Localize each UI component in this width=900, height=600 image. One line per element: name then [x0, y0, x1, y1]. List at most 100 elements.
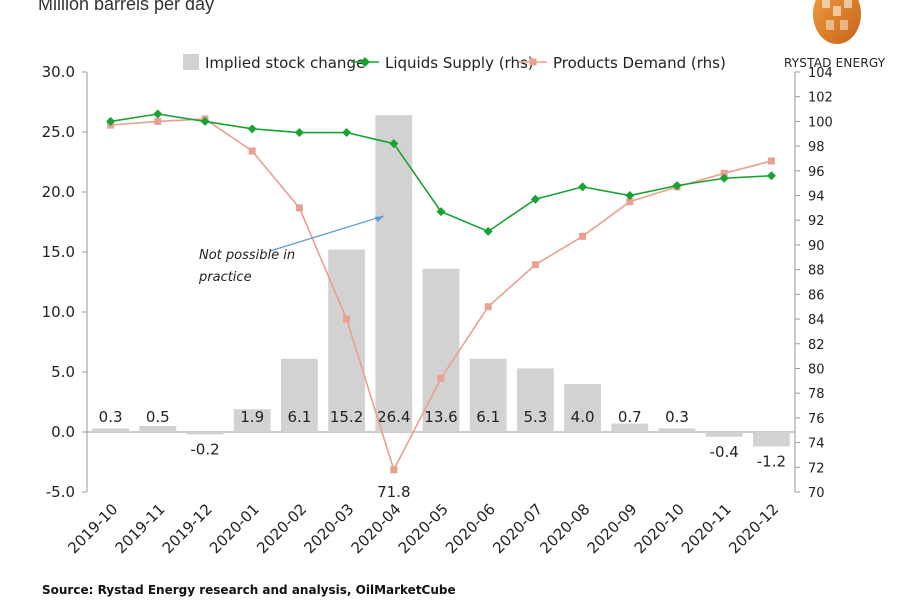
- bar-data-labels: 0.3 0.5 -0.2 1.9 6.1 15.2 26.4 13.6 6.1 5.3 4.0 0.7…: [99, 408, 786, 470]
- bar-data-label: -0.2: [190, 440, 219, 458]
- liquids-supply-marker: [436, 207, 446, 217]
- annotation-text: Not possible in: [199, 248, 295, 263]
- left-axis-tick-label: 25.0: [42, 123, 75, 141]
- x-axis-tick-label: 2020-01: [206, 500, 263, 557]
- products-demand-marker: [295, 204, 303, 212]
- stock-change-bar: [328, 249, 366, 432]
- stock-change-bar: [658, 428, 696, 432]
- x-axis-tick-label: 2020-08: [536, 500, 593, 557]
- chart-axes: 30.0 25.0 20.0 15.0 10.0 5.0 0.0 -5.0 104 102 100 9…: [42, 63, 833, 501]
- x-axis-ticks: 2019-102019-112019-122020-012020-022020-…: [64, 500, 782, 557]
- liquids-supply-marker: [530, 194, 540, 204]
- bar-data-label: -1.2: [757, 452, 786, 470]
- left-axis-tick-label: 10.0: [42, 303, 75, 321]
- bar-data-label: -0.4: [710, 443, 739, 461]
- left-axis-tick-label: 20.0: [42, 183, 75, 201]
- stock-change-bar: [375, 115, 413, 432]
- chart-legend: Implied stock change Liquids Supply (rhs)…: [183, 54, 726, 72]
- chart-annotation: Not possible in practice: [198, 215, 384, 285]
- right-axis-tick-label: 84: [808, 313, 825, 328]
- x-axis-tick-label: 2020-07: [489, 500, 546, 557]
- bar-data-label: 1.9: [240, 408, 264, 426]
- liquids-supply-marker: [719, 173, 729, 183]
- products-demand-marker: [720, 169, 728, 177]
- right-axis-tick-label: 92: [808, 214, 825, 229]
- x-axis-tick-label: 2020-11: [678, 500, 735, 557]
- left-axis-tick-label: 5.0: [51, 363, 75, 381]
- bar-data-label: 0.7: [618, 408, 642, 426]
- brand-name: RYSTAD ENERGY: [784, 56, 886, 70]
- products-demand-marker: [767, 157, 775, 165]
- legend-label-implied-stock-change: Implied stock change: [205, 54, 365, 72]
- products-demand-marker: [531, 261, 539, 269]
- legend-marker-products-demand: [529, 58, 537, 66]
- products-demand-marker: [343, 315, 351, 323]
- bar-data-label: 0.3: [665, 408, 689, 426]
- liquids-supply-marker: [672, 181, 682, 191]
- stock-change-bar: [469, 358, 507, 432]
- x-axis-tick-label: 2020-05: [395, 500, 452, 557]
- left-axis-tick-label: 0.0: [51, 423, 75, 441]
- liquids-supply-marker: [342, 128, 352, 138]
- stock-change-bar: [752, 432, 790, 447]
- liquids-supply-marker: [106, 116, 116, 126]
- left-axis-tick-label: -5.0: [46, 483, 75, 501]
- products-demand-marker: [390, 466, 398, 474]
- right-axis-tick-label: 104: [808, 66, 833, 81]
- x-axis-tick-label: 2020-09: [584, 500, 641, 557]
- stock-change-bar: [611, 423, 649, 432]
- annotation-arrow-head: [374, 216, 384, 222]
- left-axis-tick-label: 15.0: [42, 243, 75, 261]
- y-axis-unit-title: Million barrels per day: [38, 0, 215, 14]
- products-demand-marker: [484, 303, 492, 311]
- liquids-supply-marker: [294, 128, 304, 138]
- right-axis-tick-label: 100: [808, 115, 833, 130]
- rystad-logo-icon: [813, 0, 861, 44]
- x-axis-tick-label: 2020-06: [442, 500, 499, 557]
- legend-label-liquids-supply: Liquids Supply (rhs): [385, 54, 534, 72]
- x-axis-tick-label: 2019-10: [64, 500, 121, 557]
- bar-data-label: 4.0: [571, 408, 595, 426]
- right-axis-tick-label: 96: [808, 165, 825, 180]
- right-axis-tick-label: 80: [808, 362, 825, 377]
- right-axis-tick-label: 90: [808, 239, 825, 254]
- products-demand-marker: [248, 147, 256, 155]
- bar-data-label: 13.6: [424, 408, 457, 426]
- annotation-arrow-line: [269, 215, 384, 252]
- right-axis-tick-label: 94: [808, 190, 825, 205]
- products-demand-marker: [579, 232, 587, 240]
- liquids-supply-marker: [153, 109, 163, 119]
- right-axis-tick-label: 98: [808, 140, 825, 155]
- source-note: Source: Rystad Energy research and analy…: [42, 583, 456, 597]
- x-axis-tick-label: 2020-03: [300, 500, 357, 557]
- right-axis-tick-label: 72: [808, 461, 825, 476]
- liquids-supply-marker: [625, 191, 635, 201]
- bar-data-label: 6.1: [287, 408, 311, 426]
- stock-change-bar: [705, 432, 743, 437]
- liquids-supply-marker: [200, 116, 210, 126]
- legend-marker-liquids-supply: [360, 57, 370, 67]
- legend-swatch-implied-stock-change: [183, 54, 199, 70]
- bar-data-label: 0.3: [99, 408, 123, 426]
- legend-label-products-demand: Products Demand (rhs): [553, 54, 726, 72]
- stock-change-bar: [186, 432, 224, 435]
- liquids-supply-marker: [389, 139, 399, 149]
- right-axis-tick-label: 70: [808, 486, 825, 501]
- x-axis-tick-label: 2020-10: [631, 500, 688, 557]
- right-axis-tick-label: 82: [808, 338, 825, 353]
- x-axis-tick-label: 2019-11: [112, 500, 169, 557]
- stock-change-bar: [564, 384, 602, 432]
- liquids-supply-marker: [578, 182, 588, 192]
- x-axis-tick-label: 2019-12: [159, 500, 216, 557]
- bar-data-label: 15.2: [330, 408, 363, 426]
- bar-series: [92, 115, 790, 447]
- right-axis-tick-label: 86: [808, 288, 825, 303]
- liquids-supply-marker: [766, 171, 776, 181]
- liquids-supply-marker: [483, 226, 493, 236]
- stock-change-bar: [233, 409, 271, 432]
- stock-change-bar: [139, 426, 177, 432]
- right-axis-tick-label: 74: [808, 437, 825, 452]
- stock-change-bar: [92, 428, 130, 432]
- stock-change-bar: [280, 358, 318, 432]
